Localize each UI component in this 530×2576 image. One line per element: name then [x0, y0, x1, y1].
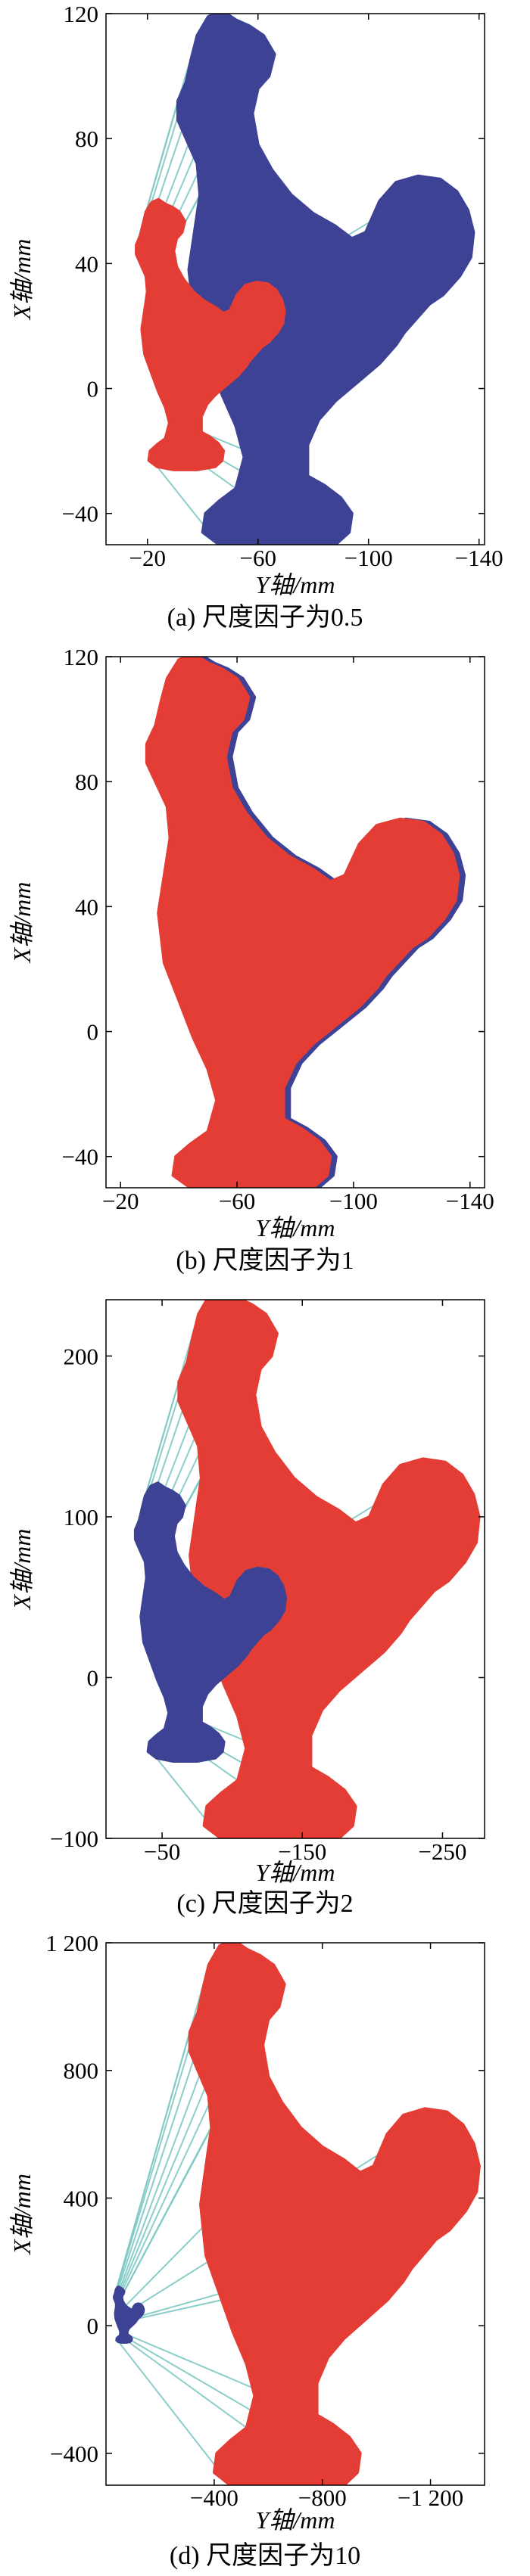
y-tick-label: 40 — [75, 250, 98, 277]
x-axis-label: Y轴/mm — [256, 1214, 335, 1241]
y-tick-label: −100 — [50, 1826, 98, 1852]
x-axis-label: Y轴/mm — [256, 1859, 335, 1884]
plot-area — [113, 1943, 481, 2485]
x-tick-label: −140 — [455, 545, 504, 571]
plot-area — [145, 657, 466, 1188]
correspondence-line — [119, 2335, 248, 2428]
reference-point-cloud — [133, 1481, 287, 1763]
y-axis-label: X轴/mm — [8, 2174, 36, 2256]
y-tick-label: −40 — [62, 501, 98, 527]
panel-d: −400 −800 −1 200 1 200 800 400 0 −400 Y轴/mm X轴/mm… — [0, 1929, 530, 2576]
y-axis-label: X轴/mm — [8, 239, 36, 322]
panel-a: −20 −60 −100 −140 120 80 40 0 −40 Y轴/mm X轴/mm (a) … — [0, 0, 530, 643]
panel-b: −20 −60 −100 −140 120 80 40 0 −40 Y轴/mm X轴/mm (b) … — [0, 643, 530, 1286]
y-tick-label: 100 — [64, 1504, 99, 1530]
scaled-point-cloud — [135, 197, 286, 471]
chart-c: −50 −150 −250 200 100 0 −100 Y轴/mm X轴/mm — [8, 1299, 485, 1886]
x-tick-label: −20 — [102, 1188, 139, 1214]
plot-area — [135, 14, 475, 545]
y-tick-label: 0 — [87, 376, 99, 402]
y-axis-label: X轴/mm — [8, 882, 36, 965]
scaled-point-cloud — [177, 1300, 481, 1838]
y-tick-label: 200 — [64, 1343, 99, 1369]
x-tick-label: −400 — [190, 2484, 238, 2511]
x-tick-label: −20 — [129, 545, 166, 571]
x-tick-label: −100 — [344, 545, 393, 571]
caption-b: (b) 尺度因子为1 — [176, 1247, 354, 1275]
x-tick-label: −800 — [298, 2484, 347, 2511]
y-tick-label: 0 — [87, 1664, 99, 1691]
scaled-point-cloud — [145, 657, 460, 1188]
panel-c: −50 −150 −250 200 100 0 −100 Y轴/mm X轴/mm (c) 尺度因… — [0, 1286, 530, 1929]
caption-c: (c) 尺度因子为2 — [176, 1890, 354, 1918]
y-tick-label: 80 — [75, 126, 98, 152]
x-tick-label: −150 — [278, 1838, 326, 1865]
x-tick-label: −1 200 — [398, 2484, 463, 2511]
y-tick-label: 40 — [75, 893, 98, 920]
y-tick-label: −400 — [50, 2441, 98, 2467]
x-tick-label: −50 — [144, 1838, 180, 1865]
axes-frame — [105, 656, 485, 1189]
y-tick-label: 1 200 — [45, 1930, 98, 1956]
chart-a: −20 −60 −100 −140 120 80 40 0 −40 Y轴/mm X轴/mm — [8, 1, 504, 598]
caption-a: (a) 尺度因子为0.5 — [167, 604, 363, 632]
x-tick-label: −100 — [329, 1188, 378, 1214]
axes-frame — [105, 1942, 485, 2486]
axes-frame — [105, 13, 485, 545]
chart-d: −400 −800 −1 200 1 200 800 400 0 −400 Y轴/mm X轴/mm — [8, 1930, 485, 2534]
x-tick-label: −60 — [239, 545, 276, 571]
y-tick-label: 400 — [64, 2185, 99, 2211]
caption-d: (d) 尺度因子为10 — [169, 2542, 361, 2570]
correspondence-line — [114, 2031, 191, 2297]
x-axis-label: Y轴/mm — [256, 571, 335, 598]
y-tick-label: 0 — [87, 2313, 99, 2339]
reference-point-cloud — [176, 14, 475, 545]
x-tick-label: −250 — [418, 1838, 466, 1865]
y-tick-label: 120 — [64, 644, 99, 670]
chart-b: −20 −60 −100 −140 120 80 40 0 −40 Y轴/mm X轴/mm — [8, 644, 494, 1241]
x-tick-label: −140 — [446, 1188, 494, 1214]
x-tick-label: −60 — [219, 1188, 255, 1214]
y-tick-label: −40 — [62, 1144, 98, 1170]
axes-frame — [105, 1299, 485, 1839]
correspondence-line — [116, 2127, 213, 2307]
y-axis-label: X轴/mm — [8, 1529, 36, 1611]
y-tick-label: 80 — [75, 769, 98, 795]
reference-point-cloud — [113, 2285, 145, 2344]
x-axis-label: Y轴/mm — [256, 2506, 335, 2534]
y-tick-label: 0 — [87, 1019, 99, 1046]
correspondence-line — [117, 2341, 232, 2485]
scaled-point-cloud — [188, 1943, 481, 2485]
y-tick-label: 800 — [64, 2058, 99, 2084]
plot-area — [133, 1300, 481, 1838]
y-tick-label: 120 — [64, 1, 99, 27]
